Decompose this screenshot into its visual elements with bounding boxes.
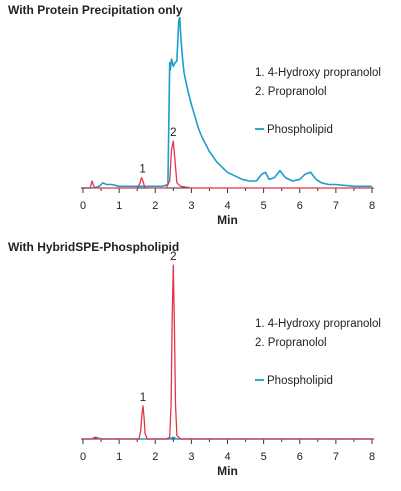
legend-compound-label: 2. Propranolol: [255, 86, 327, 98]
x-tick-label: 7: [333, 200, 339, 212]
x-tick-label: 0: [80, 200, 86, 212]
chart-title-top: With Protein Precipitation only: [8, 3, 183, 17]
x-tick-label: 3: [188, 451, 194, 463]
chart-title-bottom: With HybridSPE-Phospholipid: [8, 240, 180, 254]
analyte-series-line: [83, 264, 372, 440]
x-tick-label: 4: [224, 200, 230, 212]
x-tick-label: 5: [261, 451, 267, 463]
peak-label: 1: [139, 164, 145, 176]
x-tick-label: 2: [152, 451, 158, 463]
x-tick-label: 1: [116, 200, 122, 212]
x-tick-label: 7: [333, 451, 339, 463]
x-tick-label: 1: [116, 451, 122, 463]
x-tick-label: 8: [369, 200, 375, 212]
legend-phospholipid-label: Phospholipid: [267, 124, 333, 136]
x-tick-label: 2: [152, 200, 158, 212]
x-tick-label: 3: [188, 200, 194, 212]
legend-phospholipid-label: Phospholipid: [267, 375, 333, 387]
legend-compound-label: 2. Propranolol: [255, 337, 327, 349]
analyte-series-line: [83, 140, 372, 189]
x-axis-label: Min: [217, 213, 238, 227]
peak-label: 1: [140, 392, 146, 404]
peak-label: 2: [170, 251, 176, 263]
x-tick-label: 8: [369, 451, 375, 463]
legend-compound-label: 1. 4-Hydroxy propranolol: [255, 67, 381, 79]
x-tick-label: 4: [224, 451, 230, 463]
peak-label: 2: [170, 127, 176, 139]
x-tick-label: 0: [80, 451, 86, 463]
x-axis-label: Min: [217, 464, 238, 478]
legend-compound-label: 1. 4-Hydroxy propranolol: [255, 318, 381, 330]
phospholipid-series-line: [83, 16, 372, 189]
x-tick-label: 5: [261, 200, 267, 212]
x-tick-label: 6: [297, 451, 303, 463]
x-tick-label: 6: [297, 200, 303, 212]
